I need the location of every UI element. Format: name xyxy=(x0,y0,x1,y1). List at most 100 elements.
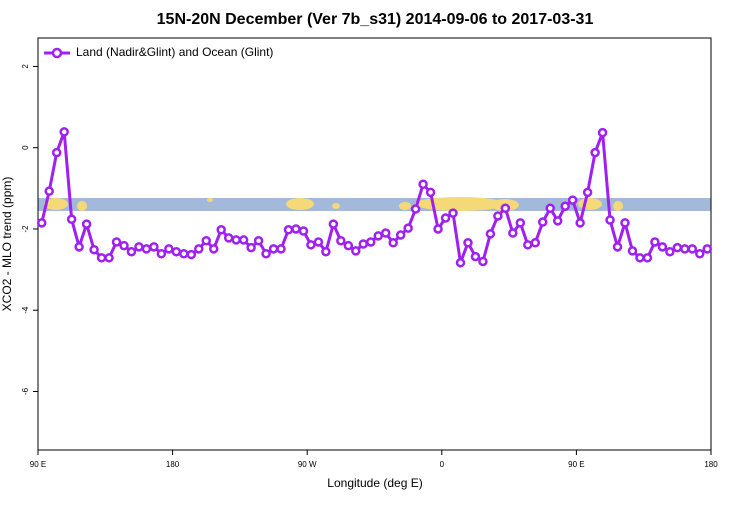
x-tick-label: 0 xyxy=(440,460,445,469)
point xyxy=(351,246,361,256)
y-tick-label: -6 xyxy=(21,387,30,395)
point xyxy=(508,228,518,238)
point xyxy=(620,218,630,228)
point xyxy=(582,187,593,198)
point xyxy=(231,235,241,245)
legend-marker xyxy=(51,47,63,59)
y-tick-label: 0 xyxy=(21,145,30,150)
point xyxy=(276,244,286,254)
legend-label: Land (Nadir&Glint) and Ocean (Glint) xyxy=(76,45,273,59)
point xyxy=(328,219,339,229)
point xyxy=(171,246,182,257)
point xyxy=(321,246,331,257)
point xyxy=(687,244,698,254)
point xyxy=(51,147,62,158)
point xyxy=(485,229,496,239)
point xyxy=(238,235,249,245)
point xyxy=(448,208,458,218)
point xyxy=(89,244,99,255)
point xyxy=(530,238,541,248)
point xyxy=(470,251,481,262)
point xyxy=(253,235,264,246)
y-tick-label: -2 xyxy=(21,225,30,233)
point xyxy=(493,211,503,221)
point xyxy=(410,204,421,214)
point xyxy=(515,218,526,228)
point xyxy=(306,240,316,250)
point xyxy=(455,257,466,268)
point xyxy=(336,235,346,246)
point xyxy=(74,242,84,252)
point xyxy=(672,242,683,253)
point xyxy=(141,244,152,254)
point xyxy=(635,253,645,263)
point xyxy=(283,225,294,235)
point xyxy=(81,219,92,229)
plot-frame xyxy=(37,37,712,451)
point xyxy=(246,242,256,253)
point xyxy=(261,249,271,259)
point xyxy=(642,253,653,263)
point xyxy=(380,228,391,238)
point xyxy=(590,147,600,158)
point xyxy=(201,235,211,246)
point xyxy=(149,242,159,252)
point xyxy=(223,233,234,243)
point xyxy=(366,237,376,247)
point xyxy=(538,217,548,227)
ocean-band xyxy=(38,198,711,211)
point xyxy=(425,187,436,198)
point xyxy=(268,244,279,254)
y-axis-label: XCO2 - MLO trend (ppm) xyxy=(0,177,14,312)
point xyxy=(66,214,77,224)
point xyxy=(575,218,585,228)
point xyxy=(298,226,309,236)
point xyxy=(440,213,451,223)
y-tick-label: -4 xyxy=(21,306,30,314)
point xyxy=(545,203,555,213)
point xyxy=(313,237,324,247)
point xyxy=(373,231,383,241)
x-tick-label: 90 E xyxy=(30,460,46,469)
point xyxy=(523,240,533,250)
x-tick-label: 90 E xyxy=(568,460,584,469)
point xyxy=(567,195,578,205)
point xyxy=(59,127,69,137)
point xyxy=(343,240,354,251)
point xyxy=(156,249,167,259)
x-tick-label: 180 xyxy=(166,460,180,469)
point xyxy=(478,256,488,267)
point xyxy=(665,246,675,257)
point xyxy=(702,244,713,254)
point xyxy=(695,249,705,259)
point xyxy=(186,249,197,260)
point xyxy=(179,249,189,259)
point xyxy=(164,244,174,254)
point xyxy=(552,216,563,226)
point xyxy=(418,179,428,190)
point xyxy=(560,201,570,211)
x-tick-label: 180 xyxy=(704,460,718,469)
point xyxy=(216,225,226,235)
point xyxy=(134,242,144,252)
point xyxy=(44,186,54,196)
point xyxy=(612,242,623,252)
x-axis-label: Longitude (deg E) xyxy=(327,476,422,490)
point xyxy=(650,237,660,247)
point xyxy=(403,223,413,233)
point xyxy=(627,246,638,256)
chart-title: 15N-20N December (Ver 7b_s31) 2014-09-06… xyxy=(157,11,594,28)
point xyxy=(194,244,204,254)
point xyxy=(291,224,301,234)
x-tick-label: 90 W xyxy=(298,460,317,469)
y-tick-label: 2 xyxy=(21,64,30,69)
point xyxy=(395,230,406,240)
point xyxy=(388,238,398,248)
point xyxy=(208,244,219,254)
point xyxy=(433,224,443,234)
point xyxy=(119,240,129,251)
point xyxy=(358,239,369,249)
point xyxy=(36,218,47,228)
point xyxy=(111,237,122,247)
